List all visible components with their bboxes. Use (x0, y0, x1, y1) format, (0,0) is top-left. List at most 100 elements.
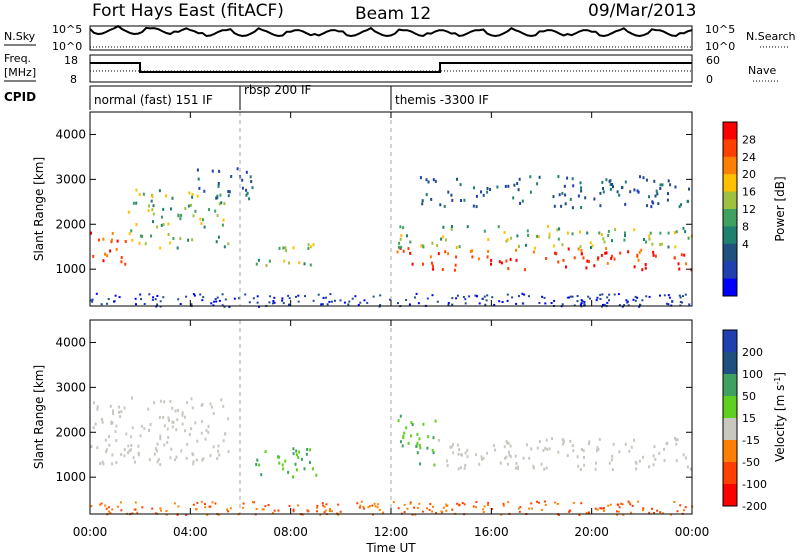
velocity-cell (611, 468, 614, 472)
velocity-cell (264, 450, 267, 454)
velocity-cell (642, 455, 644, 459)
power-cell (611, 183, 614, 186)
velocity-cell (295, 468, 298, 472)
power-cell (210, 302, 213, 305)
y-tick-label: 2000 (55, 425, 86, 439)
velocity-cell (158, 416, 161, 419)
power-cell (399, 237, 402, 241)
power-cell (464, 298, 467, 301)
power-cell (190, 303, 193, 306)
power-cell (201, 299, 204, 302)
power-cell (529, 190, 532, 194)
power-cell (397, 245, 400, 249)
power-cell (609, 187, 612, 191)
velocity-cell (432, 451, 435, 455)
velocity-cell (415, 444, 418, 448)
velocity-cell (628, 501, 631, 504)
velocity-colorbar: 200 100 50 15 -15 -50 -100 -200 (722, 329, 767, 513)
colorbar-swatch (723, 484, 737, 507)
power-cell (529, 175, 532, 179)
power-cell (177, 298, 180, 301)
power-cell (656, 192, 659, 196)
power-cell (187, 238, 190, 242)
velocity-cell (509, 444, 512, 448)
power-cell (611, 239, 613, 243)
power-cell (564, 193, 567, 197)
velocity-cell (482, 508, 485, 511)
velocity-cell (499, 461, 502, 465)
power-cell (569, 295, 572, 298)
velocity-cell (196, 439, 199, 443)
velocity-cell (169, 456, 172, 460)
power-cell (513, 183, 516, 187)
velocity-cell (658, 451, 661, 455)
velocity-cell (109, 511, 112, 514)
power-cell (269, 295, 272, 298)
power-cell (638, 305, 641, 308)
velocity-cell (107, 506, 110, 509)
velocity-cell (572, 501, 575, 504)
velocity-cell (621, 503, 624, 506)
power-cell (442, 225, 445, 229)
x-tick-label: 04:00 (173, 525, 208, 539)
velocity-cell (297, 455, 300, 459)
velocity-cell (192, 460, 195, 464)
colorbar-tick-label: 16 (742, 186, 756, 199)
power-cell (515, 248, 518, 252)
colorbar-tick-label: 200 (742, 346, 763, 359)
power-cell (190, 203, 192, 207)
power-cell (486, 190, 489, 194)
velocity-cell (102, 462, 105, 466)
velocity-cell (437, 438, 440, 442)
velocity-cell (207, 424, 210, 428)
velocity-cell (456, 502, 459, 505)
power-cell (419, 176, 422, 180)
power-cell (214, 209, 217, 213)
velocity-cell (461, 502, 464, 504)
power-cell (281, 297, 284, 300)
velocity-cell (292, 475, 294, 479)
velocity-cell (403, 511, 406, 514)
power-cell (481, 297, 484, 300)
velocity-cell (104, 438, 107, 442)
power-cell (607, 229, 610, 233)
velocity-cell (131, 396, 133, 400)
velocity-cell (227, 510, 230, 513)
velocity-cell (169, 399, 172, 403)
power-cell (298, 261, 301, 265)
power-cell (444, 250, 447, 254)
colorbar-frame (722, 329, 738, 507)
power-cell (252, 297, 255, 300)
power-cell (652, 250, 655, 254)
power-cell (687, 236, 690, 240)
power-cell (677, 262, 680, 266)
power-cell (326, 303, 329, 306)
power-cell (217, 235, 220, 239)
velocity-cell (514, 454, 517, 458)
power-cell (152, 204, 155, 208)
velocity-cell (507, 450, 510, 454)
power-cell (135, 188, 138, 192)
velocity-cell (457, 452, 460, 456)
power-cell (102, 259, 105, 263)
power-cell (636, 296, 639, 299)
power-cell (463, 198, 466, 202)
velocity-cell (464, 451, 467, 455)
velocity-cell (494, 448, 497, 452)
power-cell (659, 294, 661, 297)
power-cell (241, 178, 244, 182)
power-cell (674, 185, 677, 189)
power-cell (606, 301, 609, 304)
power-cell (116, 239, 119, 243)
power-cell (643, 238, 645, 241)
velocity-cell (255, 508, 258, 510)
velocity-cell (607, 504, 610, 507)
power-cell (517, 188, 520, 192)
colorbar-swatch (723, 139, 737, 158)
power-cell (278, 246, 281, 250)
power-cell (445, 238, 447, 242)
power-cell (579, 245, 582, 249)
power-cell (151, 195, 154, 199)
velocity-cell (136, 511, 139, 514)
power-cell (379, 294, 382, 297)
